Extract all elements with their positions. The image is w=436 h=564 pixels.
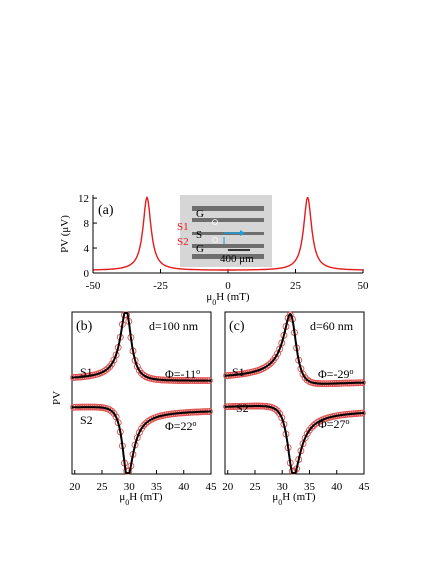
panel-b-ticks: 20 25 30 35 40 45 bbox=[69, 470, 217, 493]
inset-label-g-top: G bbox=[196, 208, 204, 220]
panel-b-xtick-label: 30 bbox=[124, 481, 136, 493]
panel-a-label: (a) bbox=[98, 203, 114, 218]
panel-c-phi-s2: Φ=27o bbox=[318, 417, 350, 432]
panel-b-series-label-s2: S2 bbox=[80, 413, 93, 427]
panel-b-xtick-label: 40 bbox=[178, 481, 190, 493]
panel-b-phi-s1: Φ=-11o bbox=[165, 367, 200, 382]
panel-b-s2-marker bbox=[106, 406, 114, 414]
panel-b-xtick-label: 45 bbox=[206, 481, 218, 493]
panel-b: 20 25 30 35 40 45 (b) d=100 nm S1 S2 Φ=-11o Φ… bbox=[51, 311, 217, 507]
panel-c-s1-fit-line bbox=[225, 312, 364, 385]
panel-a-ytick-label: 12 bbox=[78, 193, 89, 205]
panel-b-xtick-label: 35 bbox=[151, 481, 163, 493]
panel-c-s2-marker bbox=[278, 414, 286, 422]
inset-scale-label: 400 μm bbox=[220, 253, 254, 265]
panel-b-xtick-label: 25 bbox=[96, 481, 108, 493]
panel-c-label: (c) bbox=[229, 319, 245, 334]
panel-b-s2-marker bbox=[108, 407, 116, 415]
panel-c-s1-marker bbox=[267, 359, 275, 367]
panel-c-ticks: 20 25 30 35 40 45 bbox=[222, 470, 370, 493]
panel-b-label: (b) bbox=[76, 319, 93, 334]
panel-b-s2-marker bbox=[140, 422, 148, 430]
panel-c-s2-marker bbox=[310, 422, 318, 429]
panel-c-s2-marker bbox=[276, 410, 284, 418]
panel-b-s1-fit-line bbox=[72, 312, 211, 382]
panel-a-xlabel: μ0H (mT) bbox=[206, 291, 250, 307]
panel-b-series-label-s1: S1 bbox=[80, 365, 93, 379]
panel-c-s2-marker bbox=[303, 430, 311, 438]
panel-a-ytick-label: 8 bbox=[84, 218, 90, 230]
panel-b-note: d=100 nm bbox=[149, 319, 199, 333]
inset-strip-s1 bbox=[192, 218, 264, 222]
inset-label-g-bottom: G bbox=[196, 243, 204, 255]
panel-a-xtick-label: 50 bbox=[358, 280, 370, 292]
inset-contact-icon bbox=[212, 237, 218, 243]
panel-c: 20 25 30 35 40 45 (c) d=60 nm S1 S2 Φ=-29o Φ=… bbox=[222, 311, 370, 507]
panel-b-s2-fit-line bbox=[72, 406, 212, 474]
panel-c-xtick-label: 45 bbox=[359, 481, 371, 493]
panel-b-s2-marker bbox=[142, 419, 150, 427]
inset-strip-g-top bbox=[192, 206, 264, 211]
panel-c-s1-marker bbox=[286, 311, 294, 319]
panel-a-ytick-label: 4 bbox=[84, 243, 90, 255]
panel-c-xtick-label: 40 bbox=[331, 481, 343, 493]
panel-a-xtick-label: -25 bbox=[153, 280, 168, 292]
panel-c-s1-marker bbox=[271, 353, 279, 361]
panel-c-s1-marker bbox=[265, 361, 273, 369]
panel-c-series-label-s2: S2 bbox=[236, 401, 249, 415]
panel-b-s1-marker bbox=[101, 366, 109, 374]
panel-a-xtick-label: 25 bbox=[290, 280, 302, 292]
panel-c-s1-marker bbox=[263, 362, 271, 370]
panel-c-s2-marker bbox=[301, 434, 309, 442]
panel-a-ytick-label: 0 bbox=[84, 268, 90, 280]
inset-label-s1: S1 bbox=[177, 221, 189, 233]
panel-c-plot bbox=[223, 311, 366, 475]
panel-b-xlabel: μ0H (mT) bbox=[119, 491, 163, 507]
panel-b-plot bbox=[70, 311, 213, 475]
inset-strip-s2 bbox=[192, 244, 264, 248]
panel-c-s2-fit-line bbox=[225, 405, 364, 474]
panel-b-s2-marker bbox=[110, 409, 118, 417]
panel-b-frame bbox=[71, 311, 212, 475]
panel-a-xtick-label: 0 bbox=[225, 280, 231, 292]
inset-arrow-head-icon bbox=[240, 230, 245, 236]
panel-c-s1-marker bbox=[276, 345, 284, 353]
panel-c-xtick-label: 35 bbox=[304, 481, 316, 493]
panel-b-s1-marker bbox=[104, 365, 112, 373]
panel-b-s2-marker bbox=[135, 429, 143, 436]
panel-c-xlabel: μ0H (mT) bbox=[272, 491, 316, 507]
panel-b-ylabel: PV bbox=[51, 391, 63, 405]
panel-b-xtick-label: 20 bbox=[69, 481, 81, 493]
panel-a-series-line bbox=[93, 195, 363, 271]
inset-strip-g-bottom bbox=[192, 254, 264, 259]
panel-c-s1-marker bbox=[299, 370, 307, 378]
panel-c-s2-marker bbox=[271, 405, 279, 413]
inset-label-s: S bbox=[196, 229, 202, 241]
panel-c-xtick-label: 30 bbox=[277, 481, 289, 493]
panel-c-s1-marker bbox=[301, 374, 309, 382]
inset-contact-icon bbox=[212, 219, 218, 225]
panel-c-note: d=60 nm bbox=[310, 319, 354, 333]
panel-a-inset: G S1 S S2 G 400 μm bbox=[177, 195, 272, 267]
inset-label-s2: S2 bbox=[177, 236, 189, 248]
panel-b-s1-marker bbox=[133, 363, 141, 371]
panel-b-phi-s2: Φ=22o bbox=[165, 419, 197, 434]
panel-b-s1-marker bbox=[108, 360, 116, 368]
panel-a-ylabel: PV (μV) bbox=[59, 215, 71, 253]
panel-a-curve bbox=[93, 195, 363, 271]
panel-a-ticks: -50 -25 0 25 50 0 4 8 12 bbox=[78, 193, 369, 292]
panel-c-series-label-s1: S1 bbox=[232, 365, 245, 379]
panel-c-xtick-label: 25 bbox=[249, 481, 261, 493]
panel-a-xtick-label: -50 bbox=[86, 280, 101, 292]
panel-c-s2-marker bbox=[308, 424, 315, 432]
panel-c-phi-s1: Φ=-29o bbox=[318, 367, 354, 382]
panel-c-xtick-label: 20 bbox=[222, 481, 234, 493]
